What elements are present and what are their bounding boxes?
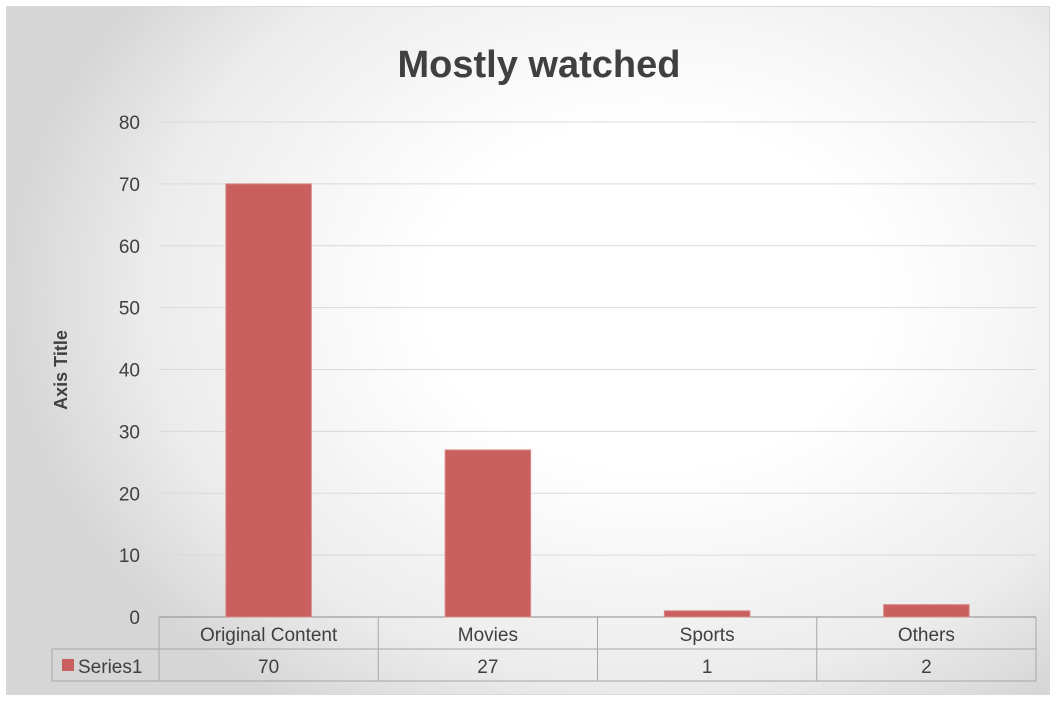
- y-axis-title: Axis Title: [51, 330, 71, 410]
- legend-label: Series1: [78, 657, 142, 678]
- table-value-cell: 2: [921, 657, 932, 678]
- y-tick-label: 40: [119, 361, 140, 382]
- bar: [663, 610, 751, 618]
- table-value-cell: 1: [702, 657, 713, 678]
- y-tick-label: 10: [119, 546, 140, 567]
- table-value-cell: 70: [258, 657, 279, 678]
- x-category-label: Others: [898, 625, 955, 646]
- x-category-label: Sports: [680, 625, 735, 646]
- table-value-cell: 27: [477, 657, 498, 678]
- y-tick-label: 30: [119, 422, 140, 443]
- y-tick-label: 0: [129, 608, 140, 629]
- bar: [225, 183, 312, 618]
- x-category-label: Original Content: [200, 625, 338, 646]
- y-tick-label: 80: [119, 113, 140, 134]
- y-tick-label: 70: [119, 175, 140, 196]
- x-category-label: Movies: [458, 625, 518, 646]
- data-table: Original Content 70 Movies 27 Sports 1 Others 2…: [51, 617, 1037, 682]
- bars: [225, 183, 970, 618]
- chart-title: Mostly watched: [398, 44, 681, 86]
- bar: [444, 449, 532, 618]
- y-tick-label: 20: [119, 484, 140, 505]
- legend-swatch: [62, 659, 74, 671]
- y-tick-label: 60: [119, 237, 140, 258]
- y-axis-ticks: 0 10 20 30 40 50 60 70 80: [119, 113, 140, 629]
- bar: [883, 604, 970, 618]
- y-tick-label: 50: [119, 299, 140, 320]
